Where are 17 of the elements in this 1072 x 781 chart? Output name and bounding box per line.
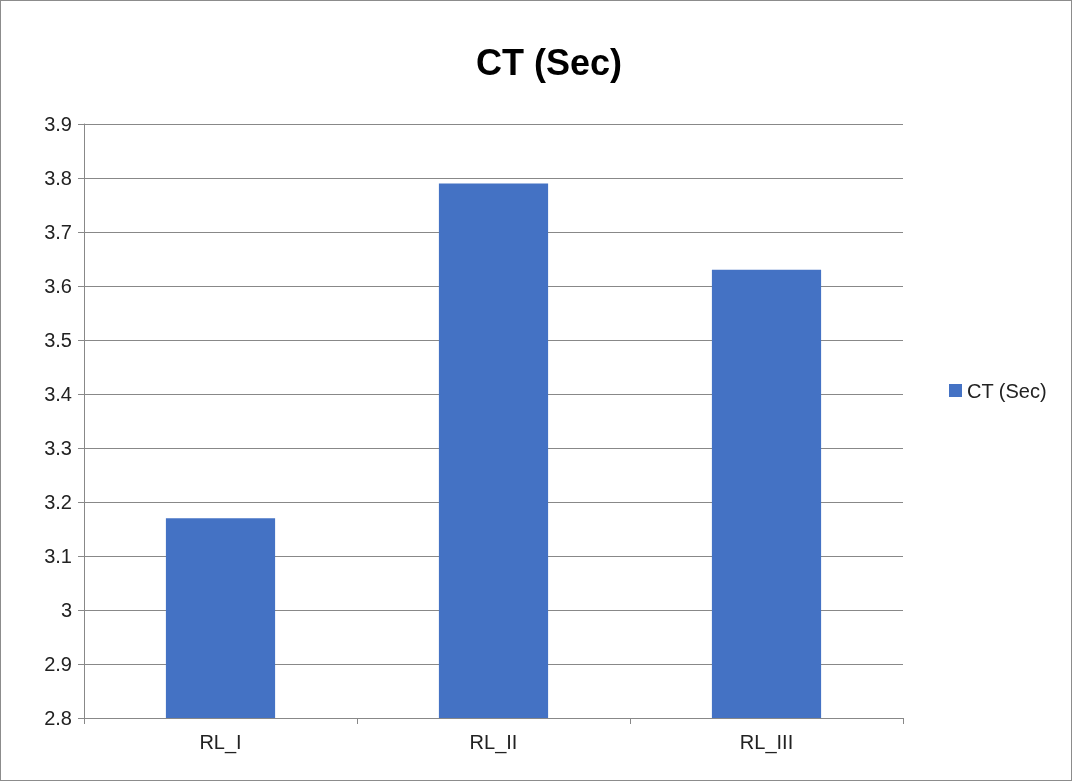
y-tick-label: 3.5 (44, 329, 72, 351)
x-tick-label: RL_I (199, 731, 242, 754)
y-tick-label: 3.4 (44, 383, 72, 405)
y-tick-label: 3 (60, 599, 72, 621)
y-tick-label: 3.9 (44, 113, 72, 135)
y-tick-label: 2.9 (44, 653, 72, 675)
y-tick-label: 3.1 (44, 545, 72, 567)
x-tick-label: RL_II (469, 731, 518, 754)
y-tick-label: 3.3 (44, 437, 72, 459)
x-tick-label: RL_III (739, 731, 794, 754)
legend-label: CT (Sec) (967, 379, 1047, 402)
chart-title: CT (Sec) (475, 41, 623, 83)
y-tick-label: 3.2 (44, 491, 72, 513)
y-tick-label: 2.8 (44, 707, 72, 729)
y-tick-label: 3.7 (44, 221, 72, 243)
y-tick-label: 3.8 (44, 167, 72, 189)
y-tick-label: 3.6 (44, 275, 72, 297)
